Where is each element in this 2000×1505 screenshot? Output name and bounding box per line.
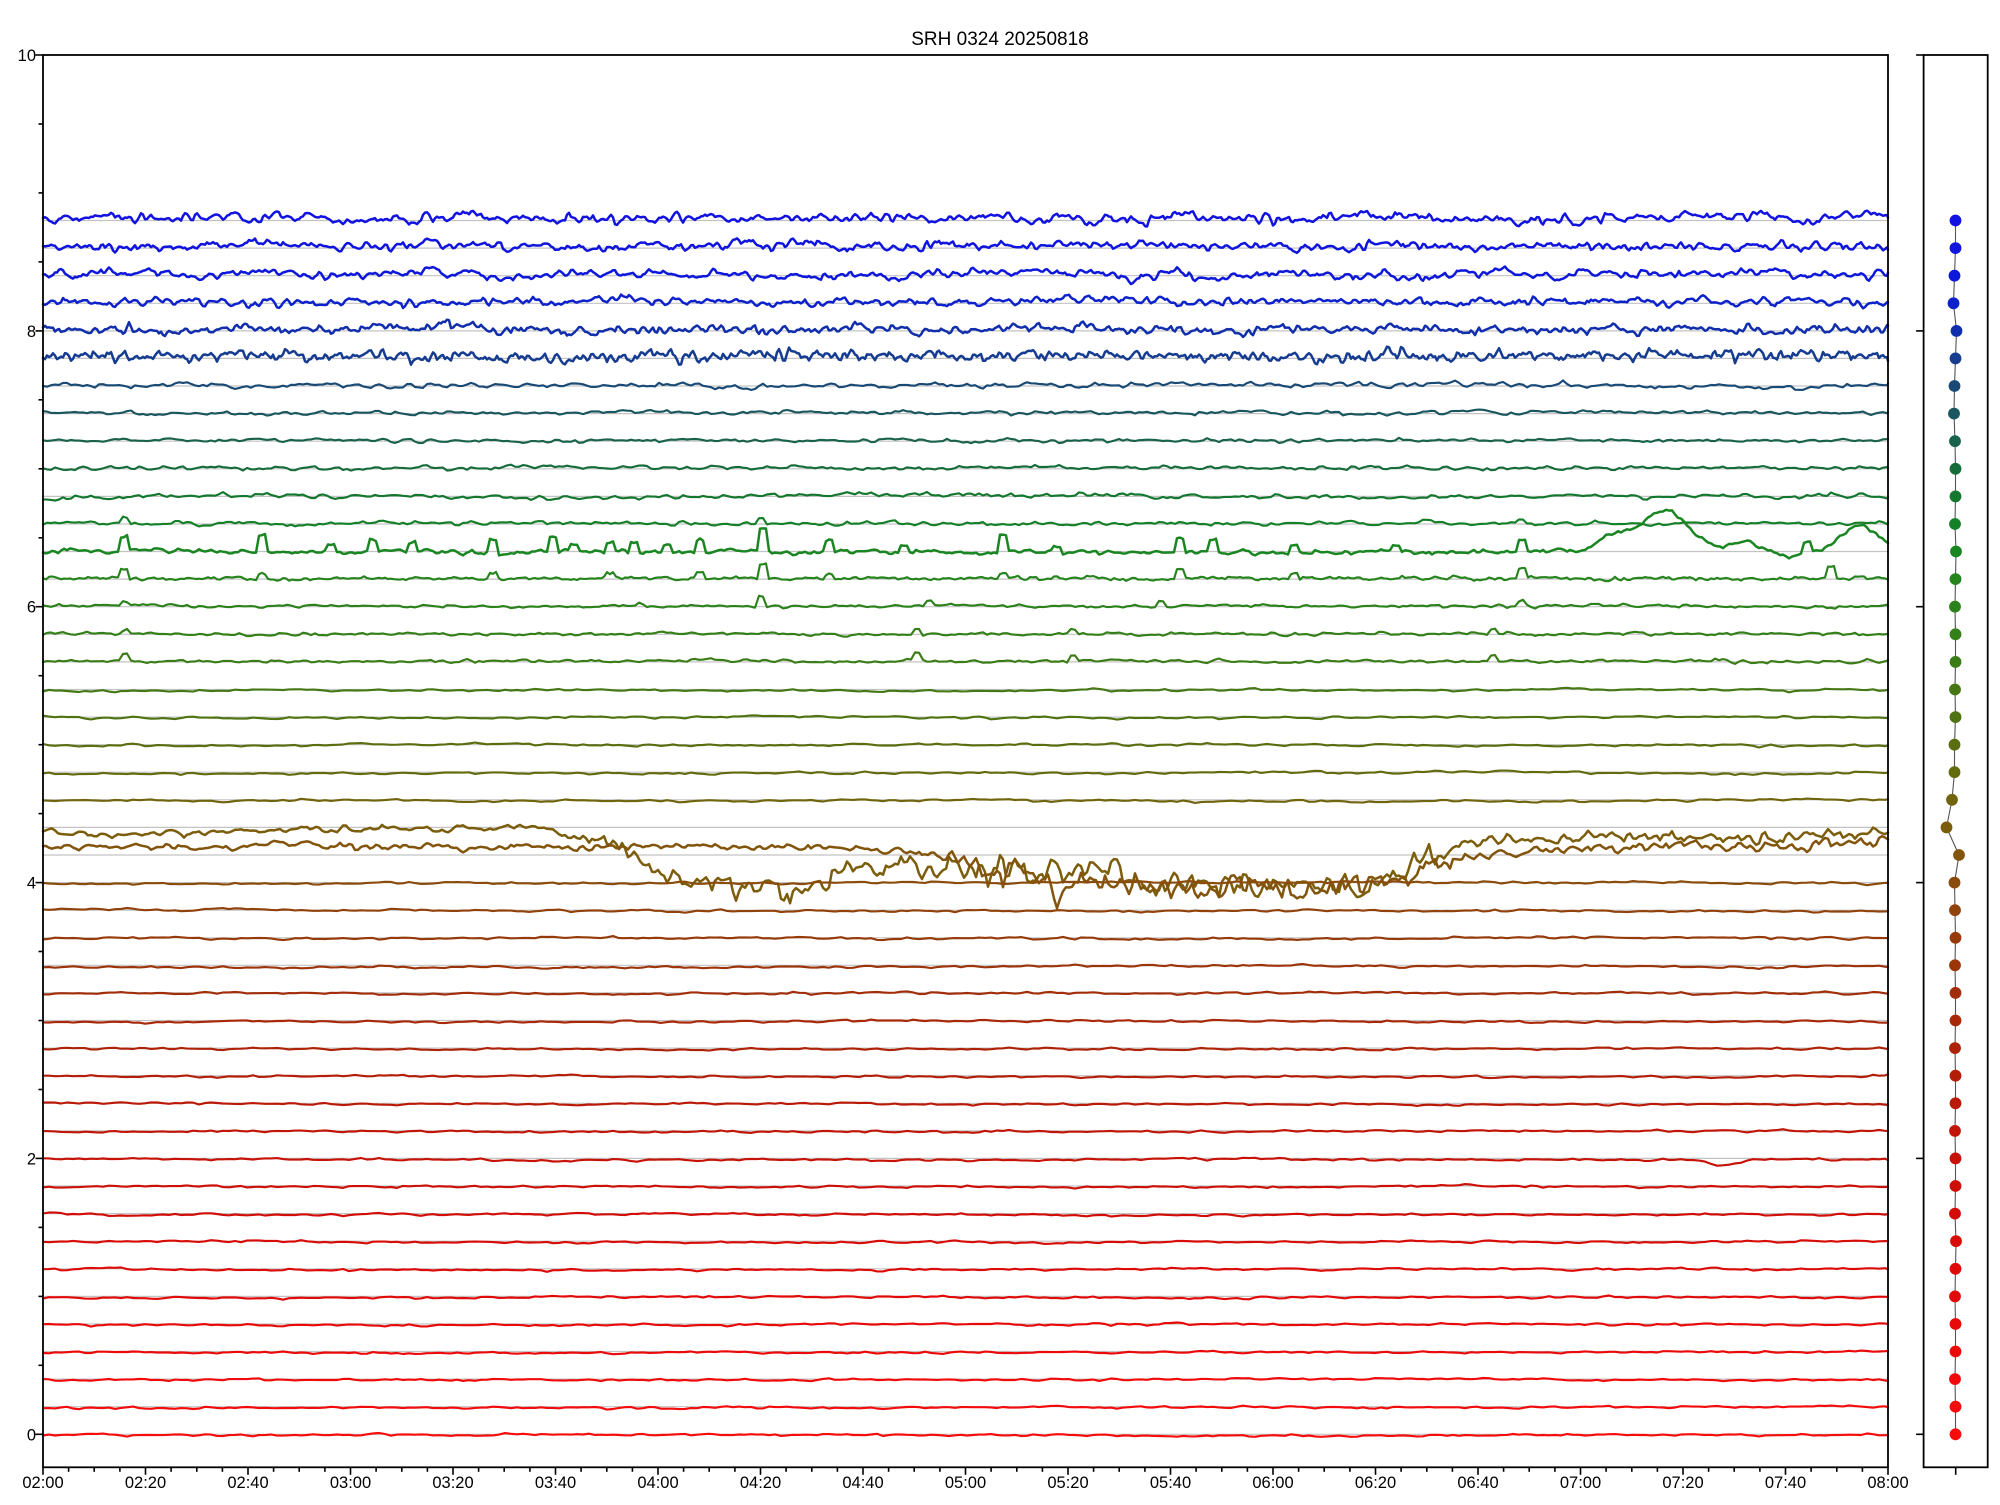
svg-text:05:40: 05:40 [1150,1474,1191,1492]
svg-text:02:20: 02:20 [125,1474,166,1492]
svg-text:6: 6 [27,599,36,617]
svg-text:05:20: 05:20 [1047,1474,1088,1492]
svg-text:04:20: 04:20 [740,1474,781,1492]
svg-text:2: 2 [27,1150,36,1168]
svg-text:06:00: 06:00 [1252,1474,1293,1492]
svg-text:07:00: 07:00 [1560,1474,1601,1492]
svg-text:SRH 0324 20250818: SRH 0324 20250818 [911,29,1088,50]
svg-text:8: 8 [27,323,36,341]
svg-text:03:40: 03:40 [535,1474,576,1492]
svg-text:06:40: 06:40 [1457,1474,1498,1492]
svg-text:0: 0 [27,1426,36,1444]
svg-text:02:00: 02:00 [22,1474,63,1492]
svg-text:02:40: 02:40 [227,1474,268,1492]
svg-text:03:00: 03:00 [330,1474,371,1492]
svg-text:05:00: 05:00 [945,1474,986,1492]
svg-text:10: 10 [18,47,36,65]
svg-text:07:20: 07:20 [1662,1474,1703,1492]
svg-text:04:00: 04:00 [637,1474,678,1492]
svg-text:07:40: 07:40 [1765,1474,1806,1492]
svg-text:04:40: 04:40 [842,1474,883,1492]
svg-text:06:20: 06:20 [1355,1474,1396,1492]
svg-text:03:20: 03:20 [432,1474,473,1492]
svg-text:08:00: 08:00 [1867,1474,1908,1492]
svg-text:4: 4 [27,875,36,893]
